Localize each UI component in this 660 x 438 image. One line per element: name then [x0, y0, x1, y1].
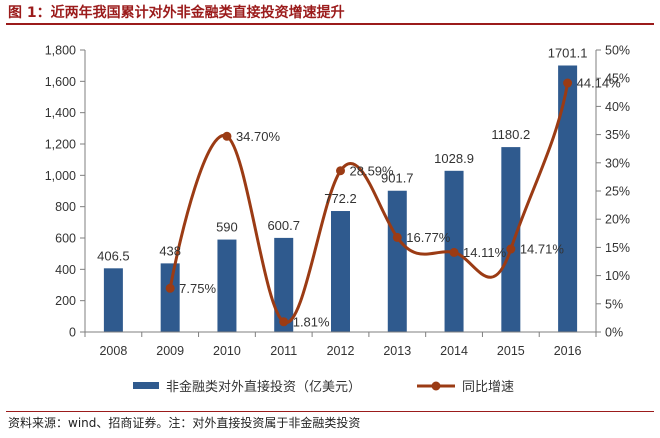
bar-series	[103, 65, 578, 333]
growth-point	[336, 166, 345, 176]
x-tick-label: 2010	[213, 344, 241, 358]
bar-value-label: 1701.1	[548, 45, 588, 60]
right-tick-label: 0%	[605, 326, 623, 340]
bar	[501, 147, 521, 332]
legend-label-bar: 非金融类对外直接投资（亿美元）	[166, 379, 361, 395]
right-tick-label: 40%	[605, 100, 630, 114]
right-tick-label: 20%	[605, 213, 630, 227]
growth-point	[279, 317, 289, 327]
left-axis: 0 200 400 600 800 1,000 1,200 1,400 1,600 1,800	[45, 44, 86, 340]
combo-chart: 0 200 400 600 800 1,000 1,200 1,400 1,600 1,800 0…	[45, 44, 630, 396]
left-tick-label: 600	[55, 232, 76, 246]
bar-value-label: 1028.9	[434, 151, 474, 166]
left-tick-label: 1,800	[45, 44, 76, 58]
legend-swatch-bar	[133, 382, 159, 389]
x-tick-label: 2013	[383, 344, 411, 358]
bar	[274, 237, 294, 332]
right-axis: 0% 5% 10% 15% 20% 25% 30% 35% 40% 45% 50%	[595, 44, 630, 340]
x-tick-label: 2009	[156, 344, 184, 358]
bar	[331, 211, 350, 332]
bar-value-label: 590	[216, 220, 238, 235]
x-tick-label: 2008	[99, 344, 127, 358]
growth-value-label: 28.59%	[350, 163, 395, 178]
growth-point	[165, 283, 175, 293]
bar-value-label: 1180.2	[491, 127, 530, 142]
bar	[558, 65, 578, 333]
x-tick-label: 2011	[270, 344, 297, 358]
growth-value-label: 14.11%	[463, 245, 507, 260]
bar	[387, 190, 407, 332]
left-tick-label: 0	[69, 326, 76, 340]
bar	[217, 239, 237, 332]
line-series	[165, 78, 573, 327]
right-tick-label: 15%	[605, 241, 630, 255]
left-tick-label: 1,000	[45, 169, 76, 183]
right-tick-label: 25%	[605, 185, 630, 199]
right-tick-label: 45%	[605, 72, 630, 86]
right-tick-label: 50%	[605, 44, 630, 58]
growth-value-label: 1.81%	[293, 314, 330, 329]
source-note: 资料来源：wind、招商证券。注：对外直接投资属于非金融类投资	[8, 416, 361, 430]
legend: 非金融类对外直接投资（亿美元） 同比增速	[133, 379, 514, 395]
growth-value-label: 7.75%	[179, 281, 216, 296]
legend-swatch-marker	[431, 381, 441, 391]
growth-point	[563, 78, 573, 88]
right-tick-label: 10%	[605, 269, 630, 283]
bar	[103, 268, 123, 332]
growth-point	[506, 244, 516, 254]
right-tick-label: 30%	[605, 156, 630, 170]
data-labels: 406.5 438 590 600.7 772.2 901.7 1028.9 1180.2 17…	[97, 45, 621, 329]
bar	[160, 263, 180, 332]
x-tick-label: 2012	[327, 344, 355, 358]
left-tick-label: 1,600	[45, 75, 76, 89]
x-tick-label: 2016	[554, 344, 582, 358]
growth-point	[222, 131, 232, 141]
right-tick-label: 5%	[605, 297, 623, 311]
x-axis: 2008 2009 2010 2011 2012 2013 2014 2015 2016	[84, 331, 597, 358]
left-tick-label: 1,200	[45, 138, 76, 152]
growth-value-label: 44.14%	[577, 76, 622, 91]
growth-point	[449, 247, 459, 257]
legend-label-line: 同比增速	[462, 380, 514, 395]
bar-value-label: 600.7	[267, 218, 300, 233]
chart-title: 图 1：近两年我国累计对外非金融类直接投资增速提升	[8, 5, 345, 21]
x-tick-label: 2015	[497, 344, 525, 358]
bar-value-label: 438	[159, 243, 181, 258]
bar-value-label: 772.2	[324, 191, 357, 206]
bar-value-label: 901.7	[381, 171, 414, 186]
left-tick-label: 800	[55, 200, 76, 214]
growth-value-label: 16.77%	[406, 230, 451, 245]
growth-point	[392, 232, 402, 242]
bar-value-label: 406.5	[97, 248, 130, 263]
left-tick-label: 400	[55, 263, 76, 277]
footer-rule	[6, 411, 654, 412]
title-rule	[6, 23, 654, 25]
growth-value-label: 34.70%	[236, 129, 281, 144]
growth-value-label: 14.71%	[520, 242, 565, 257]
x-tick-label: 2014	[440, 344, 468, 358]
right-tick-label: 35%	[605, 128, 630, 142]
left-tick-label: 1,400	[45, 106, 76, 120]
left-tick-label: 200	[55, 294, 76, 308]
